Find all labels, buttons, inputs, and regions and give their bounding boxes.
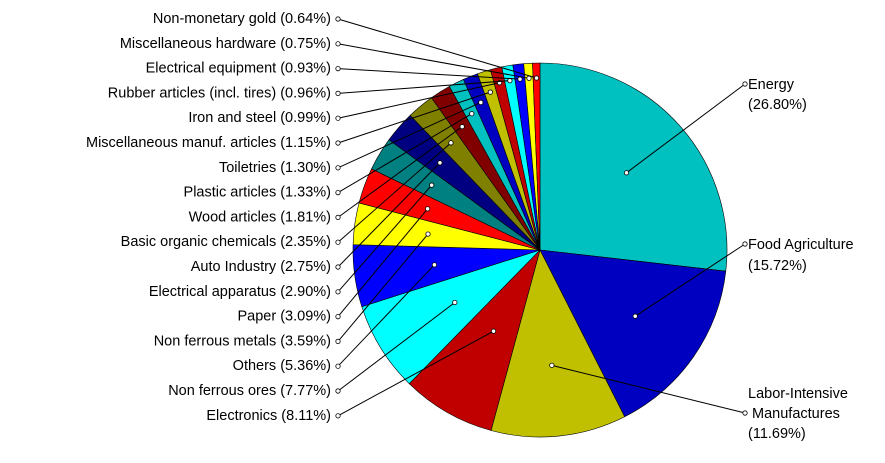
leader-dot [623,170,630,176]
leader-line [337,102,482,169]
slice-label-iron-and-steel: Iron and steel (0.99%) [188,110,331,126]
leader-line [337,330,494,417]
leader-dot [335,90,341,97]
leader-dot [335,16,341,22]
slice-label-food-agriculture: Food Agriculture (15.72%) [748,237,854,274]
leader-line [337,184,433,293]
leader-dot [448,140,454,146]
slice-label-electrical-apparatus: Electrical apparatus (2.90%) [149,284,331,300]
slice-label-wood-articles: Wood articles (1.81%) [189,209,331,225]
slice-label-electrical-equipment: Electrical equipment (0.93%) [146,61,331,77]
leader-line [337,18,537,79]
leader-line [337,162,441,268]
leader-dot [335,289,341,295]
leader-dot [425,206,431,212]
leader-dot [335,165,341,171]
leader-line [337,142,452,243]
slice-label-line: Energy [748,77,795,93]
leader-dot [478,99,484,106]
leader-dot [490,328,497,334]
leader-dot [335,190,341,196]
slice-label-plastic-articles: Plastic articles (1.33%) [184,185,331,201]
slice-label-miscellaneous-hardware: Miscellaneous hardware (0.75%) [120,36,331,52]
leader-dot [742,241,748,247]
slice-label-line: Food Agriculture [748,237,854,253]
slice-label-non-ferrous-metals: Non ferrous metals (3.59%) [154,333,331,349]
leader-line [337,80,510,94]
slice-label-energy: Energy (26.80%) [748,77,807,113]
slice-label-non-ferrous-ores: Non ferrous ores (7.77%) [168,383,331,399]
leader-dot [429,182,435,188]
slice-label-labor-intensive-manufactures: Labor-Intensive Manufactures (11.69%) [748,386,848,442]
slice-label-others: Others (5.36%) [233,358,331,374]
leader-dot [335,115,341,121]
leader-dot [452,299,458,306]
slice-label-pct: (15.72%) [748,258,807,274]
slice-label-rubber-articles-incl-tires: Rubber articles (incl. tires) (0.96%) [108,85,331,101]
leader-dot [335,66,341,72]
leader-dot [533,75,540,81]
slice-label-miscellaneous-manuf-articles: Miscellaneous manuf. articles (1.15%) [86,135,331,151]
leader-line [337,68,521,80]
leader-line [337,113,473,194]
leader-line [337,126,463,218]
slice-label-non-monetary-gold: Non-monetary gold (0.64%) [153,11,331,27]
leader-dot [335,239,341,245]
leader-dot [742,81,748,87]
leader-dot [425,231,431,237]
leader-dot [549,362,555,368]
leader-lines [335,16,748,419]
slice-label-pct: (11.69%) [748,426,806,442]
leader-dot [487,89,493,95]
pie-slice-labor-intensive-manufactures [490,249,625,438]
leader-dot [335,363,341,369]
leader-dot [632,313,638,319]
leader-line [337,208,429,317]
leader-dot [459,124,465,130]
leader-dot [742,410,748,416]
slice-label-line: Manufactures [748,406,840,422]
slice-label-auto-industry: Auto Industry (2.75%) [191,259,331,275]
leader-line [337,43,530,79]
leader-dot [469,111,475,117]
leader-line [337,233,429,342]
slice-label-pct: (26.80%) [748,97,807,113]
pie-slice-non-ferrous-ores [361,249,541,384]
slice-label-line: Labor-Intensive [748,386,848,402]
leader-line [337,91,491,144]
pie-slice-non-monetary-gold [532,62,541,251]
leader-line [626,83,746,174]
leader-dot [335,338,341,344]
leader-line [551,364,746,414]
leader-dot [517,76,523,82]
pie-slice-food-agriculture [539,249,727,418]
leader-dot [335,41,341,47]
pie-slice-electronics [408,249,541,431]
leader-dot [335,313,341,320]
leader-dot [526,75,532,81]
leader-dot [437,160,443,166]
leader-dot [431,262,438,268]
leader-dot [335,214,341,220]
leader-dot [335,264,341,270]
slice-label-paper: Paper (3.09%) [238,309,332,325]
leader-dot [335,388,341,394]
slice-label-electronics: Electronics (8.11%) [206,408,331,424]
leader-dot [335,140,341,146]
leader-line [634,243,746,317]
leader-dot [335,413,341,419]
leader-line [337,82,500,119]
leader-line [337,264,435,367]
slice-labels: Energy (26.80%) Food Agriculture (15.72%) La… [86,11,854,442]
slice-label-basic-organic-chemicals: Basic organic chemicals (2.35%) [121,234,331,250]
leader-line [337,302,456,392]
slice-label-toiletries: Toiletries (1.30%) [219,160,331,176]
